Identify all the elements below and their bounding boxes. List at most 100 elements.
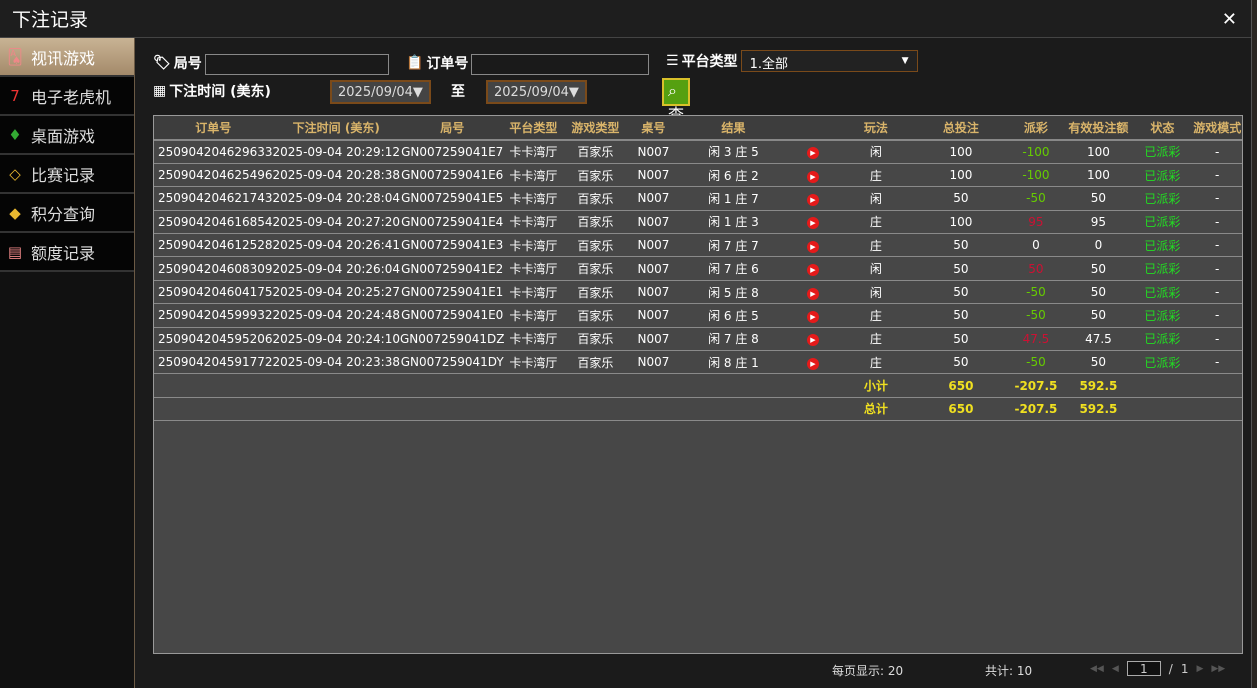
cell: - — [1192, 303, 1242, 328]
sidebar-item-label: 比赛记录 — [31, 165, 96, 185]
column-header: 结果 — [678, 116, 789, 141]
cell: - — [1192, 256, 1242, 281]
cell: 闲 3 庄 5 — [678, 140, 789, 164]
cell: N007 — [628, 350, 679, 375]
query-button[interactable]: ⌕查询 — [662, 78, 691, 148]
last-page-icon[interactable]: ▶▶ — [1211, 663, 1226, 674]
first-page-icon[interactable]: ◀◀ — [1090, 663, 1104, 674]
play-video-icon[interactable]: ▶ — [806, 147, 819, 160]
status-cell: 已派彩 — [1132, 303, 1193, 328]
cell: 闲 — [837, 186, 915, 211]
page-separator: / — [1168, 661, 1173, 676]
sidebar-item-label: 积分查询 — [31, 204, 96, 224]
date-from-select[interactable]: 2025/09/04▼ — [330, 80, 431, 104]
sidebar-item[interactable]: ◆ 积分查询 — [0, 194, 134, 233]
page-input[interactable]: 1 — [1126, 661, 1161, 676]
play-video-icon[interactable]: ▶ — [806, 310, 819, 323]
cell: 闲 5 庄 8 — [678, 280, 789, 305]
video-cell: ▶ — [788, 140, 838, 164]
cell: 2025-09-04 20:24:48 — [272, 303, 400, 328]
cards-icon: 🂡 — [7, 47, 23, 66]
close-icon[interactable]: ✕ — [1221, 9, 1237, 30]
subtotal-label: 小计 — [837, 373, 915, 398]
cell: 闲 6 庄 2 — [678, 163, 789, 188]
payout-cell: -100 — [1007, 140, 1065, 164]
play-video-icon[interactable]: ▶ — [806, 287, 819, 300]
table-row: 250904204612528 2025-09-04 20:26:41 GN0072… — [154, 233, 1242, 258]
cell: 2025-09-04 20:29:12 — [272, 140, 400, 164]
title-bar: 下注记录 ✕ — [0, 0, 1251, 38]
cell: 100 — [914, 163, 1008, 188]
cell: - — [1192, 210, 1242, 235]
cell: 50 — [914, 186, 1008, 211]
tag-icon: 🏷 — [153, 54, 171, 71]
cell: 百家乐 — [562, 303, 629, 328]
subtotal-valid: 592.5 — [1064, 373, 1133, 398]
total-count: 共计: 10 — [985, 664, 1033, 678]
cell: N007 — [628, 233, 679, 258]
status-cell: 已派彩 — [1132, 186, 1193, 211]
cell: 50 — [914, 233, 1008, 258]
status-cell: 已派彩 — [1132, 280, 1193, 305]
table-row: 250904204625496 2025-09-04 20:28:38 GN0072… — [154, 163, 1242, 188]
platform-select[interactable]: 1.全部 ▼ — [740, 50, 918, 72]
platform-value: 1.全部 — [749, 57, 788, 72]
subtotal-bet: 650 — [914, 373, 1008, 398]
prev-page-icon[interactable]: ◀ — [1111, 663, 1119, 674]
cell: 2025-09-04 20:26:41 — [272, 233, 400, 258]
play-video-icon[interactable]: ▶ — [806, 170, 819, 183]
column-header: 有效投注额 — [1064, 116, 1133, 141]
search-icon: ⌕ — [668, 81, 677, 100]
cell: 卡卡湾厅 — [504, 163, 563, 188]
order-input[interactable] — [471, 54, 650, 75]
ticket-icon: ◇ — [9, 164, 21, 183]
video-cell: ▶ — [788, 303, 838, 328]
play-video-icon[interactable]: ▶ — [806, 240, 819, 253]
sidebar-item[interactable]: ♦ 桌面游戏 — [0, 116, 134, 155]
slot-777-icon: 7 — [10, 86, 20, 105]
play-video-icon[interactable]: ▶ — [806, 217, 819, 230]
cell: 卡卡湾厅 — [504, 140, 563, 164]
date-to-select[interactable]: 2025/09/04▼ — [486, 80, 587, 104]
status-cell: 已派彩 — [1132, 140, 1193, 164]
cell: 50 — [914, 256, 1008, 281]
cell: 2025-09-04 20:28:38 — [272, 163, 400, 188]
play-video-icon[interactable]: ▶ — [806, 264, 819, 277]
column-header: 总投注 — [914, 116, 1008, 141]
cell: 闲 7 庄 7 — [678, 233, 789, 258]
cell: N007 — [628, 186, 679, 211]
status-cell: 已派彩 — [1132, 256, 1193, 281]
cell: 250904204621743 — [154, 186, 273, 211]
play-video-icon[interactable]: ▶ — [806, 357, 819, 370]
sidebar-item[interactable]: ▤ 额度记录 — [0, 233, 134, 272]
cell: - — [1192, 233, 1242, 258]
column-header: 状态 — [1132, 116, 1193, 141]
round-input[interactable] — [204, 54, 389, 75]
to-label: 至 — [451, 84, 465, 100]
sidebar-item[interactable]: 7 电子老虎机 — [0, 77, 134, 116]
play-video-icon[interactable]: ▶ — [806, 193, 819, 206]
cell: 50 — [914, 303, 1008, 328]
next-page-icon[interactable]: ▶ — [1196, 663, 1204, 674]
cell: 卡卡湾厅 — [504, 186, 563, 211]
round-label: 局号 — [173, 55, 202, 72]
cell: 0 — [1064, 233, 1133, 258]
cell: 庄 — [837, 303, 915, 328]
payout-cell: 50 — [1007, 256, 1065, 281]
table-row: 250904204591772 2025-09-04 20:23:38 GN0072… — [154, 350, 1242, 375]
cell: 闲 — [837, 280, 915, 305]
cell: 50 — [914, 327, 1008, 352]
cell: 百家乐 — [562, 350, 629, 375]
cell: 百家乐 — [562, 186, 629, 211]
sidebar-item[interactable]: ◇ 比赛记录 — [0, 155, 134, 194]
sidebar-item[interactable]: 🂡 视讯游戏 — [0, 38, 134, 77]
sidebar-item-label: 视讯游戏 — [31, 48, 96, 68]
cell: 50 — [1064, 186, 1133, 211]
play-video-icon[interactable]: ▶ — [806, 334, 819, 347]
cell: 50 — [914, 280, 1008, 305]
cell: 卡卡湾厅 — [504, 233, 563, 258]
payout-cell: -50 — [1007, 186, 1065, 211]
cell: 庄 — [837, 350, 915, 375]
cell: N007 — [628, 280, 679, 305]
cell: 250904204629633 — [154, 140, 273, 164]
